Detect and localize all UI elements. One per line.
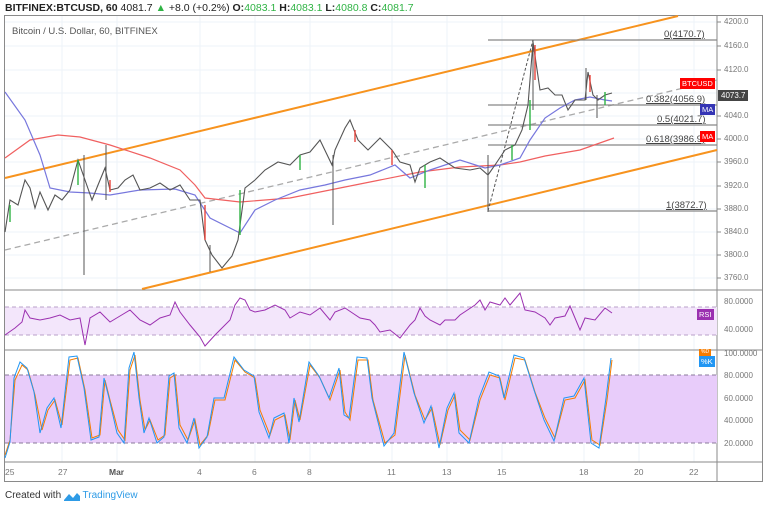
candle-wicks xyxy=(83,40,598,275)
btcusd-tag: BTCUSD xyxy=(680,78,715,89)
time-axis-label: 15 xyxy=(497,467,507,477)
time-axis-label: 27 xyxy=(58,467,68,477)
fib-level-0618: 0.618(3986.9) xyxy=(646,134,706,145)
stoch-k-line xyxy=(4,351,612,459)
chart-legend: Bitcoin / U.S. Dollar, 60, BITFINEX xyxy=(12,26,158,37)
time-axis-label: 11 xyxy=(387,467,396,477)
stoch-axis-label: 80.0000 xyxy=(724,371,753,380)
footer: Created with TradingView xyxy=(5,490,138,502)
close-label: C: xyxy=(370,2,382,14)
price-axis-label: 3920.0 xyxy=(724,181,749,190)
fib-level-1: 1(3872.7) xyxy=(666,200,707,211)
fibonacci-retracement[interactable] xyxy=(488,39,717,212)
fib-level-0382: 0.382(4056.9) xyxy=(646,94,706,105)
price-line xyxy=(4,41,613,269)
channel-midline xyxy=(4,79,718,251)
price-axis-label: 4120.0 xyxy=(724,65,749,74)
low-label: L: xyxy=(325,2,336,14)
low-value: 4080.8 xyxy=(335,2,368,14)
price-axis-label: 4160.0 xyxy=(724,41,749,50)
rsi-band xyxy=(5,307,717,335)
stoch-axis-label: 20.0000 xyxy=(724,439,753,448)
time-axis-label: 6 xyxy=(252,467,257,477)
tradingview-logo-icon xyxy=(63,493,80,502)
high-label: H: xyxy=(279,2,291,14)
stoch-k-tag: %K xyxy=(699,356,715,367)
high-value: 4083.1 xyxy=(290,2,323,14)
rsi-tag: RSI xyxy=(697,309,714,320)
price-axis-label: 3760.0 xyxy=(724,273,749,282)
up-candles xyxy=(9,92,606,235)
time-axis-label: 13 xyxy=(442,467,452,477)
tradingview-link[interactable]: TradingView xyxy=(82,490,138,501)
close-value: 4081.7 xyxy=(381,2,414,14)
stoch-d-line xyxy=(4,354,613,456)
stoch-axis-label: 40.0000 xyxy=(724,416,753,425)
created-with-text: Created with xyxy=(5,490,62,501)
price-axis-label: 4000.0 xyxy=(724,134,749,143)
fib-level-0: 0(4170.7) xyxy=(664,29,705,40)
time-axis-label: 22 xyxy=(689,467,699,477)
symbol-header: BITFINEX:BTCUSD, 60 4081.7 ▲ +8.0 (+0.2%… xyxy=(5,2,414,14)
time-axis-label: 4 xyxy=(197,467,202,477)
ma-fast-tag: MA xyxy=(700,104,716,115)
stoch-d-tag: %D xyxy=(699,349,712,356)
fib-level-05: 0.5(4021.7) xyxy=(657,114,706,125)
fib-trendline xyxy=(487,39,534,212)
price-axis-label: 4200.0 xyxy=(724,17,749,26)
up-arrow-icon: ▲ xyxy=(155,2,166,14)
ascending-channel[interactable] xyxy=(4,15,718,290)
chart-frame[interactable] xyxy=(4,15,763,482)
rsi-line[interactable] xyxy=(4,291,613,347)
stoch-axis-label: 100.0000 xyxy=(724,349,758,358)
symbol-name: BITFINEX:BTCUSD, 60 xyxy=(5,2,118,14)
price-axis-label: 3840.0 xyxy=(724,227,749,236)
price-axis-label: 3880.0 xyxy=(724,204,749,213)
rsi-axis-label: 80.0000 xyxy=(724,297,753,306)
last-price: 4081.7 xyxy=(120,2,153,14)
time-axis-label: 20 xyxy=(634,467,644,477)
time-axis-label: 25 xyxy=(5,467,15,477)
ma-fast-line xyxy=(4,91,613,234)
stoch-axis-label: 60.0000 xyxy=(724,394,753,403)
price-axis-label: 3800.0 xyxy=(724,250,749,259)
price-axis-label: 4040.0 xyxy=(724,111,749,120)
time-axis-label: Mar xyxy=(109,467,125,477)
price-change: +8.0 (+0.2%) xyxy=(168,2,230,14)
open-label: O: xyxy=(232,2,245,14)
stoch-band xyxy=(5,375,717,443)
price-axis-label: 3960.0 xyxy=(724,157,749,166)
time-axis-label: 8 xyxy=(307,467,312,477)
down-candles xyxy=(109,45,591,240)
last-price-tag: 4073.7 xyxy=(718,90,749,101)
ma-slow-tag: MA xyxy=(700,131,716,142)
ma-slow-line xyxy=(4,134,615,203)
rsi-axis-label: 40.0000 xyxy=(724,325,753,334)
open-value: 4083.1 xyxy=(244,2,277,14)
time-axis-label: 18 xyxy=(579,467,589,477)
price-axis-ticks xyxy=(717,21,721,279)
